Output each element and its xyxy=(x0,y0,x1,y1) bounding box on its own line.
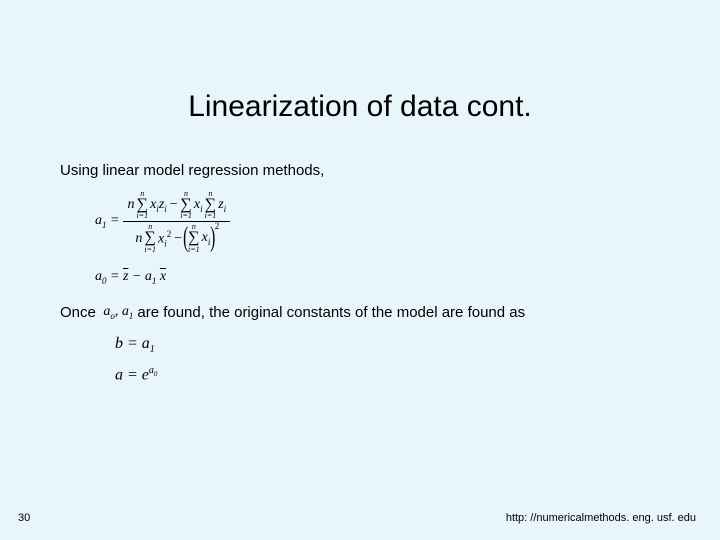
den-n: n xyxy=(135,231,142,247)
result-a: a = ea0 xyxy=(115,365,720,384)
num-n: n xyxy=(127,197,134,213)
sigma-icon: n ∑ i=1 xyxy=(205,190,217,220)
once-post: are found, the original constants of the… xyxy=(137,304,525,321)
sigma-icon: n ∑ i=1 xyxy=(144,223,156,253)
once-line: Once ao, a1 are found, the original cons… xyxy=(0,304,720,321)
page-number: 30 xyxy=(18,512,30,524)
a1-eq: = xyxy=(107,213,120,228)
sigma-icon: n ∑ i=1 xyxy=(188,223,200,253)
footer-url: http: //numericalmethods. eng. usf. edu xyxy=(506,512,696,524)
slide-title: Linearization of data cont. xyxy=(0,0,720,144)
intro-text: Using linear model regression methods, xyxy=(0,162,720,179)
result-block: b = a1 a = ea0 xyxy=(0,335,720,385)
sigma-icon: n ∑ i=1 xyxy=(180,190,192,220)
once-pre: Once xyxy=(60,304,96,321)
result-b: b = a1 xyxy=(115,335,720,355)
formula-a1: a1 = n n ∑ i=1 xizi − n ∑ i=1 xyxy=(0,189,720,286)
sigma-icon: n ∑ i=1 xyxy=(136,190,148,220)
a1-lhs: a xyxy=(95,213,102,228)
slide: Linearization of data cont. Using linear… xyxy=(0,0,720,540)
formula-a0: a0 = z − a1 x xyxy=(95,269,720,286)
